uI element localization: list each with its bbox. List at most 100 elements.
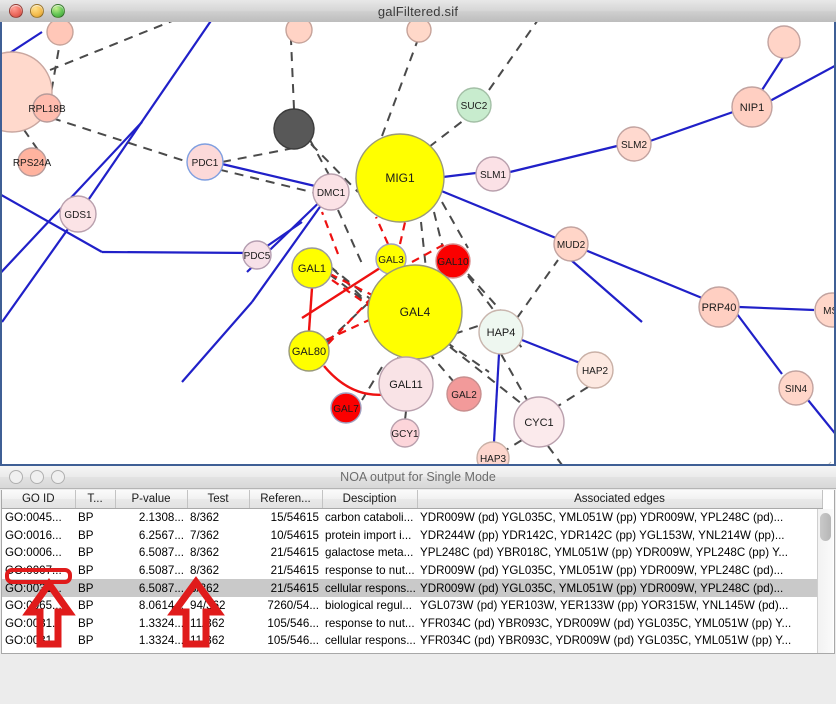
cell-desc: response to nut...	[325, 564, 415, 578]
column-header-6[interactable]: Associated edges	[417, 490, 823, 509]
cell-test: 11/362	[190, 634, 225, 648]
network-canvas[interactable]: RPL18B RPS24A GDS1 PDC1 PDC5 DMC1 MIG1 SUC2 SLM1…	[0, 22, 836, 474]
table-row[interactable]: GO:0007... BP 6.5087... 8/362 21/54615 respon…	[2, 562, 822, 580]
network-node-top-pink-1[interactable]	[46, 22, 74, 46]
network-node-GAL80[interactable]	[288, 330, 330, 372]
network-node-SLM2[interactable]	[616, 126, 652, 162]
network-node-topright-pink[interactable]	[767, 25, 801, 59]
table-row[interactable]: GO:0065... BP 8.0614... 94/362 7260/54... bio…	[2, 597, 822, 615]
network-node-GDS1[interactable]	[59, 195, 97, 233]
column-header-2[interactable]: P-value	[115, 490, 188, 509]
cell-p: 1.3324...	[138, 634, 184, 648]
cell-ref: 21/54615	[249, 579, 322, 597]
noa-close-button-icon[interactable]	[9, 470, 23, 484]
network-node-GAL2[interactable]	[446, 376, 482, 412]
network-node-HAP2[interactable]	[576, 351, 614, 389]
cell-ref: 21/54615	[270, 564, 319, 578]
cell-p: 8.0614...	[138, 599, 184, 613]
table-vertical-scrollbar[interactable]	[817, 509, 833, 653]
column-header-0[interactable]: GO ID	[2, 490, 76, 509]
window-titlebar: galFiltered.sif	[0, 0, 836, 23]
network-node-GAL7[interactable]	[330, 392, 362, 424]
table-body: GO:0045... BP 2.1308... 8/362 15/54615 carbon…	[2, 509, 822, 653]
cell-desc: carbon cataboli...	[325, 511, 414, 525]
network-node-MUD2[interactable]	[553, 226, 589, 262]
network-node-label-PDC5: PDC5	[244, 251, 271, 262]
cell-go: GO:0045...	[5, 511, 62, 525]
cell-t: BP	[78, 599, 94, 613]
network-node-PDC5[interactable]	[242, 240, 272, 270]
cell-ref: 10/54615	[270, 528, 319, 542]
cell-go: GO:0031...	[5, 616, 62, 630]
table-row[interactable]: GO:0031... BP 1.3324... 11/362 105/546... res…	[2, 615, 822, 633]
network-node-DMC1[interactable]	[312, 173, 350, 211]
network-node-GCY1[interactable]	[390, 418, 420, 448]
column-header-5[interactable]: Desciption	[322, 490, 418, 509]
noa-minimize-button-icon[interactable]	[30, 470, 44, 484]
window-title: galFiltered.sif	[377, 3, 459, 19]
minimize-button-icon[interactable]	[30, 4, 44, 18]
cell-test: 8/362	[187, 579, 249, 597]
cell-go: GO:0006...	[5, 546, 62, 560]
network-node-grey-node[interactable]	[273, 108, 315, 150]
cell-edges: YER133W (pp) YOR315W, YNL145W (pd) YHR08…	[417, 650, 822, 653]
network-node-HAP4[interactable]	[478, 309, 524, 355]
noa-results-table-container[interactable]: GO ID T... P-value Test Referen... Desciption…	[1, 490, 835, 654]
noa-window-title: NOA output for Single Mode	[340, 470, 496, 484]
network-node-label-CYC1: CYC1	[524, 417, 553, 429]
network-node-SLM1[interactable]	[475, 156, 511, 192]
network-node-label-GAL10: GAL10	[437, 257, 469, 268]
network-node-SIN4[interactable]	[778, 370, 814, 406]
network-node-label-SUC2: SUC2	[461, 101, 488, 112]
table-row[interactable]: GO:0031... BP 1.3324... 11/362 105/546... cel…	[2, 632, 822, 650]
network-node-label-PRP40: PRP40	[702, 302, 737, 314]
table-row[interactable]: GO:0050...BP1.428E...80/3625778/54...reg…	[2, 650, 822, 653]
cell-p: 2.1308...	[138, 511, 184, 525]
cell-go: GO:0050...	[2, 650, 75, 653]
network-node-label-GAL11: GAL11	[389, 379, 422, 391]
cell-test: 8/362	[190, 546, 220, 560]
network-node-label-MIG1: MIG1	[385, 171, 415, 185]
network-node-RPS24A[interactable]	[17, 147, 47, 177]
network-node-GAL1[interactable]	[291, 247, 333, 289]
network-node-label-GAL80: GAL80	[292, 346, 326, 358]
network-node-label-GAL4: GAL4	[400, 305, 431, 319]
network-node-label-MUD2: MUD2	[557, 240, 586, 251]
table-row[interactable]: GO:0006... BP 6.5087... 8/362 21/54615 galact…	[2, 544, 822, 562]
table-row[interactable]: GO:0016... BP 6.2567... 7/362 10/54615 protei…	[2, 527, 822, 545]
cell-ref: 7260/54...	[267, 599, 319, 613]
network-node-top-pink-3[interactable]	[406, 22, 432, 43]
network-node-PDC1[interactable]	[186, 143, 224, 181]
table-row[interactable]: GO:0031... BP 6.5087... 8/362 21/54615 cellul…	[2, 579, 822, 597]
cell-test: 8/362	[190, 511, 220, 525]
network-node-SUC2[interactable]	[456, 87, 492, 123]
scrollbar-thumb[interactable]	[820, 513, 831, 541]
network-node-labels: RPL18B RPS24A GDS1 PDC1 PDC5 DMC1 MIG1 SUC2 SLM1…	[13, 101, 834, 465]
network-node-top-pink-2[interactable]	[285, 22, 313, 44]
cell-ref: 5778/54...	[249, 650, 322, 653]
cell-edges: YFR034C (pd) YBR093C, YDR009W (pd) YGL03…	[420, 634, 792, 648]
network-node-CYC1[interactable]	[513, 396, 565, 448]
zoom-button-icon[interactable]	[51, 4, 65, 18]
noa-zoom-button-icon[interactable]	[51, 470, 65, 484]
network-node-label-HAP3: HAP3	[480, 454, 507, 465]
network-node-RPL18B[interactable]	[32, 93, 62, 123]
cell-edges: YGL073W (pd) YER103W, YER133W (pp) YOR31…	[420, 599, 789, 613]
table-row[interactable]: GO:0045... BP 2.1308... 8/362 15/54615 carbon…	[2, 509, 822, 527]
network-nodes	[2, 22, 834, 472]
network-node-MSI[interactable]	[814, 292, 834, 328]
close-button-icon[interactable]	[9, 4, 23, 18]
network-node-PRP40[interactable]	[698, 286, 740, 328]
network-node-GAL10[interactable]	[435, 243, 471, 279]
cell-test: 11/362	[190, 616, 225, 630]
network-node-NIP1[interactable]	[731, 86, 773, 128]
network-node-label-NIP1: NIP1	[740, 102, 764, 114]
column-header-1[interactable]: T...	[75, 490, 116, 509]
column-header-3[interactable]: Test	[187, 490, 250, 509]
cell-desc: response to nut...	[325, 616, 415, 630]
network-node-MIG1[interactable]	[355, 133, 445, 223]
column-header-4[interactable]: Referen...	[249, 490, 323, 509]
cell-t: BP	[78, 546, 94, 560]
network-node-GAL11[interactable]	[378, 356, 434, 412]
cell-go: GO:0007...	[5, 564, 62, 578]
